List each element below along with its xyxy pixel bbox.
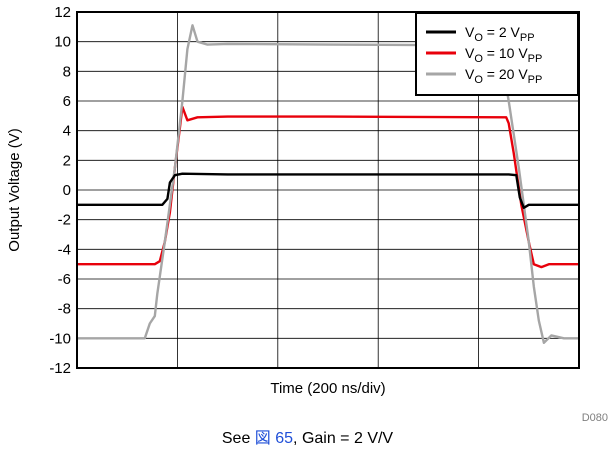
y-tick-label: -4	[58, 241, 71, 258]
y-tick-label: -8	[58, 301, 71, 318]
y-tick-label: 2	[63, 152, 71, 169]
grid	[77, 12, 579, 368]
y-tick-label: 4	[63, 123, 71, 140]
legend-entry-2: VO = 10 VPP	[465, 45, 542, 65]
caption-suffix: , Gain = 2 V/V	[293, 430, 394, 447]
series-layer	[77, 24, 579, 344]
y-tick-label: -2	[58, 212, 71, 229]
y-tick-label: 8	[63, 63, 71, 80]
y-tick-label: 12	[54, 4, 71, 21]
figure-caption: See 図 65, Gain = 2 V/V	[0, 424, 615, 448]
series-line-3	[77, 24, 579, 344]
y-axis-label: Output Voltage (V)	[6, 128, 23, 251]
figure-id: D080	[582, 412, 608, 424]
legend-entry-1: VO = 2 VPP	[465, 24, 535, 44]
caption-prefix: See	[221, 430, 255, 447]
y-tick-label: -10	[49, 330, 71, 347]
figure-reference-link[interactable]: 図 65	[254, 430, 294, 447]
legend-entry-3: VO = 20 VPP	[465, 66, 542, 86]
series-line-1	[77, 172, 579, 210]
y-tick-label: 0	[63, 182, 71, 199]
y-tick-labels: 12 10 8 6 4 2 0 -2 -4 -6 -8 -10 -12	[49, 4, 71, 377]
y-tick-label: 10	[54, 34, 71, 51]
x-axis-label: Time (200 ns/div)	[270, 380, 385, 397]
y-tick-label: -6	[58, 271, 71, 288]
y-tick-label: 6	[63, 93, 71, 110]
plot-frame	[76, 11, 580, 369]
y-tick-label: -12	[49, 360, 71, 377]
